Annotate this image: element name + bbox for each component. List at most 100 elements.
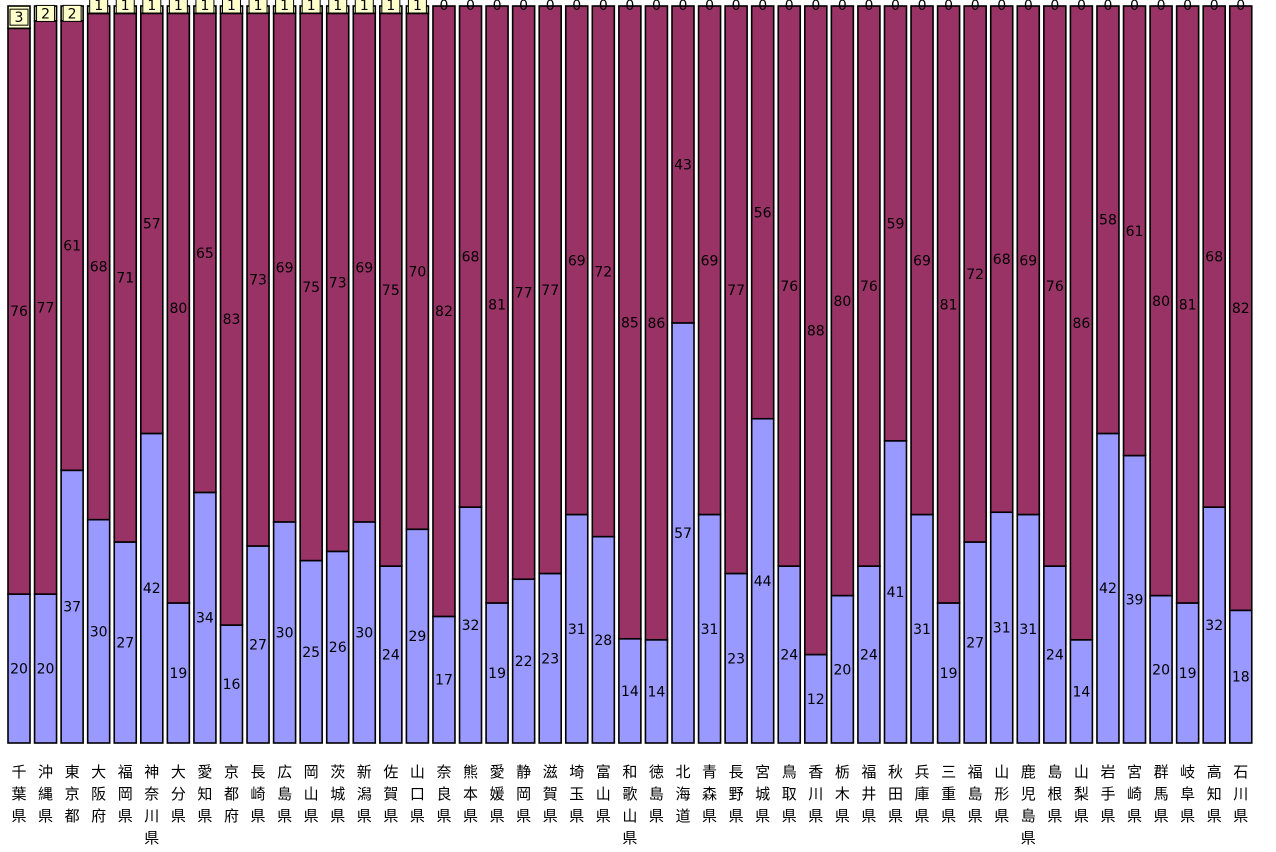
category-label: 千葉県 <box>11 763 26 825</box>
data-label: 80 <box>833 294 851 310</box>
data-label-box <box>195 0 215 14</box>
data-label: 20 <box>10 662 28 678</box>
bar-segment <box>538 5 563 575</box>
data-label: 1 <box>333 0 342 14</box>
category-label: 茨城県 <box>330 763 345 825</box>
data-label: 68 <box>90 260 108 276</box>
data-label: 86 <box>648 316 666 332</box>
category-label: 石川県 <box>1233 763 1248 825</box>
data-label: 77 <box>37 301 55 317</box>
data-label: 0 <box>971 0 980 14</box>
data-label-box <box>142 0 162 14</box>
category-label: 鳥取県 <box>782 763 797 825</box>
data-label: 23 <box>541 651 559 667</box>
data-label: 0 <box>1183 0 1192 14</box>
bar-segment <box>883 5 908 442</box>
data-label-box <box>36 4 56 22</box>
data-label: 76 <box>780 279 798 295</box>
bar-segment <box>564 5 589 516</box>
data-label: 24 <box>780 648 798 664</box>
data-label: 0 <box>918 0 927 14</box>
data-label-box <box>221 0 241 14</box>
bar-segment <box>1016 5 1041 516</box>
data-label: 77 <box>541 283 559 299</box>
data-label: 1 <box>280 0 289 14</box>
category-label: 大阪府 <box>91 763 106 825</box>
data-label: 17 <box>435 673 453 689</box>
data-label: 16 <box>223 677 241 693</box>
category-label: 長野県 <box>729 763 744 825</box>
category-label: 広島県 <box>277 763 292 825</box>
data-label: 72 <box>966 267 984 283</box>
data-label: 27 <box>116 636 134 652</box>
category-label: 大分県 <box>171 763 186 825</box>
bar-segment <box>857 5 881 567</box>
data-label: 0 <box>625 0 634 14</box>
data-labels-layer: 2076320772376123068127711425711980134651… <box>9 0 1250 708</box>
data-label: 0 <box>891 0 900 14</box>
data-label: 0 <box>652 0 661 14</box>
bar-segment <box>1228 5 1253 612</box>
data-label: 1 <box>94 0 103 14</box>
data-label: 69 <box>701 253 719 269</box>
data-label: 25 <box>302 645 320 661</box>
data-label: 58 <box>1099 213 1117 229</box>
category-label: 埼玉県 <box>569 763 584 825</box>
data-label: 31 <box>913 622 931 638</box>
data-label: 76 <box>10 304 28 320</box>
data-label: 76 <box>860 279 878 295</box>
data-label: 0 <box>1103 0 1112 14</box>
data-label: 28 <box>594 633 612 649</box>
bar-segment <box>432 5 456 618</box>
category-label: 宮崎県 <box>1127 763 1142 825</box>
data-label: 0 <box>1236 0 1245 14</box>
category-label: 福井県 <box>861 763 876 825</box>
category-label: 宮城県 <box>755 763 770 825</box>
data-label: 73 <box>249 273 267 289</box>
category-label: 富山県 <box>596 763 611 825</box>
data-label-box <box>168 0 188 14</box>
data-label: 0 <box>466 0 475 14</box>
data-label: 27 <box>249 637 267 653</box>
bar-segment <box>750 5 775 420</box>
data-label: 72 <box>594 264 612 280</box>
data-label: 57 <box>674 526 692 542</box>
category-label: 静岡県 <box>516 763 531 825</box>
data-label: 71 <box>116 271 134 287</box>
category-label: 佐賀県 <box>383 763 398 825</box>
data-label-box <box>328 0 348 14</box>
category-label: 青森県 <box>702 763 717 825</box>
data-label: 37 <box>63 600 81 616</box>
data-label: 69 <box>276 261 294 277</box>
data-label: 42 <box>143 581 161 597</box>
data-label: 1 <box>386 0 395 14</box>
category-label: 新潟県 <box>357 763 372 825</box>
data-label-box <box>301 0 321 14</box>
category-label: 秋田県 <box>888 763 903 825</box>
bar-segment <box>1149 5 1173 597</box>
bar-segment <box>1122 5 1147 457</box>
data-label: 43 <box>674 157 692 173</box>
data-label: 2 <box>68 6 77 22</box>
data-label: 69 <box>913 253 931 269</box>
category-label: 東京都 <box>65 763 80 825</box>
data-label: 70 <box>408 264 426 280</box>
category-label: 鹿児島県 <box>1021 763 1036 847</box>
category-label: 熊本県 <box>463 763 478 825</box>
data-label: 0 <box>546 0 555 14</box>
category-label: 香川県 <box>808 763 823 825</box>
data-label: 75 <box>302 280 320 296</box>
data-label: 1 <box>121 0 130 14</box>
category-label: 和歌山県 <box>622 763 637 847</box>
category-label: 奈良県 <box>436 763 451 825</box>
data-label-box <box>381 0 401 14</box>
data-label: 59 <box>887 216 905 232</box>
data-label: 68 <box>993 252 1011 268</box>
data-label: 88 <box>807 323 825 339</box>
data-label: 26 <box>329 640 347 656</box>
data-label: 57 <box>143 216 161 232</box>
category-label: 三重県 <box>941 763 956 825</box>
data-label: 0 <box>1157 0 1166 14</box>
data-label: 30 <box>90 624 108 640</box>
data-label: 0 <box>864 0 873 14</box>
